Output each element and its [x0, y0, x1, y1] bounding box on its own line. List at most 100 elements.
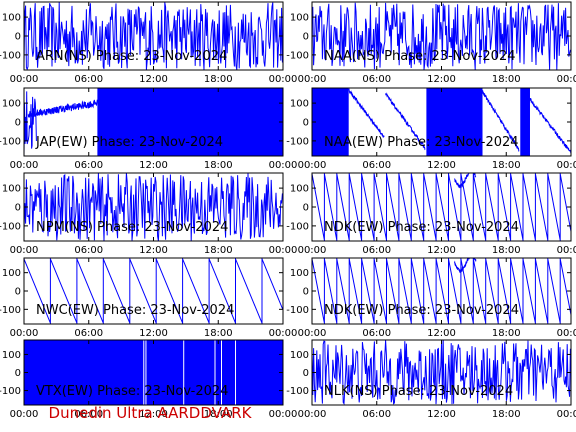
phase-trace — [312, 258, 571, 324]
y-tick-label: -100 — [286, 305, 309, 316]
x-tick-label: 18:00 — [204, 160, 233, 171]
panel-title: ARN(NS) Phase: 23-Nov-2024 — [36, 49, 227, 64]
y-tick-label: -100 — [286, 136, 309, 147]
x-tick-label: 06:00 — [74, 328, 103, 339]
x-tick-label: 18:00 — [204, 74, 233, 85]
series-line — [312, 2, 571, 70]
series-line — [24, 173, 283, 241]
y-tick-label: 0 — [303, 32, 309, 43]
x-tick-label: 00:00 — [557, 160, 576, 171]
x-tick-label: 00:00 — [298, 328, 327, 339]
x-tick-label: 00:00 — [269, 74, 298, 85]
x-tick-label: 18:00 — [492, 328, 521, 339]
phase-panel: 100 0 -100 00:00 06:00 12:00 18:00 00:00 NDK(EW)… — [286, 257, 576, 339]
y-tick-label: -100 — [286, 386, 309, 397]
x-tick-label: 12:00 — [427, 409, 456, 420]
y-tick-label: 100 — [290, 99, 309, 110]
x-tick-label: 06:00 — [362, 328, 391, 339]
phase-trace — [24, 88, 283, 156]
x-tick-label: 00:00 — [298, 409, 327, 420]
y-tick-label: 0 — [303, 203, 309, 214]
y-tick-label: 0 — [15, 287, 21, 298]
x-tick-label: 00:00 — [269, 245, 298, 256]
phase-trace — [24, 173, 283, 241]
series-line — [384, 92, 426, 151]
y-tick-label: 0 — [303, 368, 309, 379]
x-tick-label: 00:00 — [10, 160, 39, 171]
y-tick-label: 100 — [290, 350, 309, 361]
x-tick-label: 18:00 — [492, 74, 521, 85]
x-tick-label: 18:00 — [204, 409, 233, 420]
y-tick-label: 0 — [303, 118, 309, 129]
phase-panel: 100 0 -100 00:00 06:00 12:00 18:00 00:00 NAA(NS)… — [286, 1, 576, 85]
phase-panel: 100 0 -100 00:00 06:00 12:00 18:00 00:00 JAP(EW)… — [0, 87, 297, 171]
y-tick-label: -100 — [0, 50, 21, 61]
x-tick-label: 12:00 — [427, 74, 456, 85]
y-tick-label: -100 — [0, 136, 21, 147]
y-tick-label: 0 — [15, 118, 21, 129]
y-tick-label: 100 — [2, 350, 21, 361]
panel-title: JAP(EW) Phase: 23-Nov-2024 — [35, 135, 223, 150]
x-tick-label: 06:00 — [362, 160, 391, 171]
y-tick-label: 0 — [15, 368, 21, 379]
footer-title: Dunedin Ultra AARDDVARK — [48, 404, 252, 422]
x-tick-label: 06:00 — [362, 409, 391, 420]
x-tick-label: 00:00 — [269, 328, 298, 339]
panel-title: NDK(EW) Phase: 23-Nov-2024 — [324, 220, 519, 235]
series-line — [27, 99, 98, 118]
phase-trace — [312, 2, 571, 70]
x-tick-label: 00:00 — [269, 409, 298, 420]
phase-trace — [24, 258, 283, 324]
y-tick-label: 0 — [15, 203, 21, 214]
series-line — [312, 340, 571, 405]
phase-panel: 100 0 -100 00:00 06:00 12:00 18:00 00:00 VTX(EW)… — [0, 339, 298, 420]
phase-trace — [24, 2, 283, 70]
x-tick-label: 12:00 — [139, 245, 168, 256]
panel-title: NDK(EW) Phase: 23-Nov-2024 — [324, 303, 519, 318]
series-fill — [24, 340, 283, 405]
x-tick-label: 12:00 — [139, 409, 168, 420]
y-tick-label: -100 — [286, 50, 309, 61]
y-tick-label: -100 — [0, 221, 21, 232]
x-tick-label: 12:00 — [139, 160, 168, 171]
y-tick-label: 0 — [303, 287, 309, 298]
y-tick-label: 100 — [2, 13, 21, 24]
x-tick-label: 06:00 — [362, 245, 391, 256]
y-tick-label: 0 — [15, 32, 21, 43]
x-tick-label: 18:00 — [492, 409, 521, 420]
series-fill — [97, 88, 283, 156]
phase-panel: 100 0 -100 00:00 06:00 12:00 18:00 00:00 ARN(NS)… — [0, 1, 298, 85]
x-tick-label: 00:00 — [557, 328, 576, 339]
series-line — [312, 173, 571, 241]
y-tick-label: -100 — [0, 305, 21, 316]
y-tick-label: -100 — [0, 386, 21, 397]
panel-title: NAA(EW) Phase: 23-Nov-2024 — [324, 135, 519, 150]
series-fill — [312, 88, 349, 156]
x-tick-label: 06:00 — [74, 409, 103, 420]
series-line — [312, 258, 571, 324]
panel-title: NAA(NS) Phase: 23-Nov-2024 — [324, 49, 515, 64]
x-tick-label: 00:00 — [557, 245, 576, 256]
phase-panel: 100 0 -100 00:00 06:00 12:00 18:00 00:00 NDK(EW)… — [286, 172, 576, 256]
series-line — [24, 2, 283, 70]
series-line — [482, 90, 520, 152]
x-tick-label: 00:00 — [298, 245, 327, 256]
x-tick-label: 12:00 — [427, 328, 456, 339]
x-tick-label: 00:00 — [298, 74, 327, 85]
y-tick-label: 100 — [2, 268, 21, 279]
x-tick-label: 18:00 — [204, 328, 233, 339]
x-tick-label: 00:00 — [557, 409, 576, 420]
x-tick-label: 00:00 — [10, 328, 39, 339]
x-tick-label: 06:00 — [362, 74, 391, 85]
y-tick-label: -100 — [286, 221, 309, 232]
panel-title: NWC(EW) Phase: 23-Nov-2024 — [36, 303, 234, 318]
x-tick-label: 00:00 — [10, 245, 39, 256]
phase-panel: 100 0 -100 00:00 06:00 12:00 18:00 00:00 NPM(NS)… — [0, 172, 298, 256]
panel-title: NPM(NS) Phase: 23-Nov-2024 — [36, 220, 228, 235]
panel-title: NLK(NS) Phase: 23-Nov-2024 — [324, 384, 513, 399]
x-tick-label: 12:00 — [139, 74, 168, 85]
x-tick-label: 06:00 — [74, 245, 103, 256]
x-tick-label: 12:00 — [139, 328, 168, 339]
phase-trace — [312, 88, 571, 156]
